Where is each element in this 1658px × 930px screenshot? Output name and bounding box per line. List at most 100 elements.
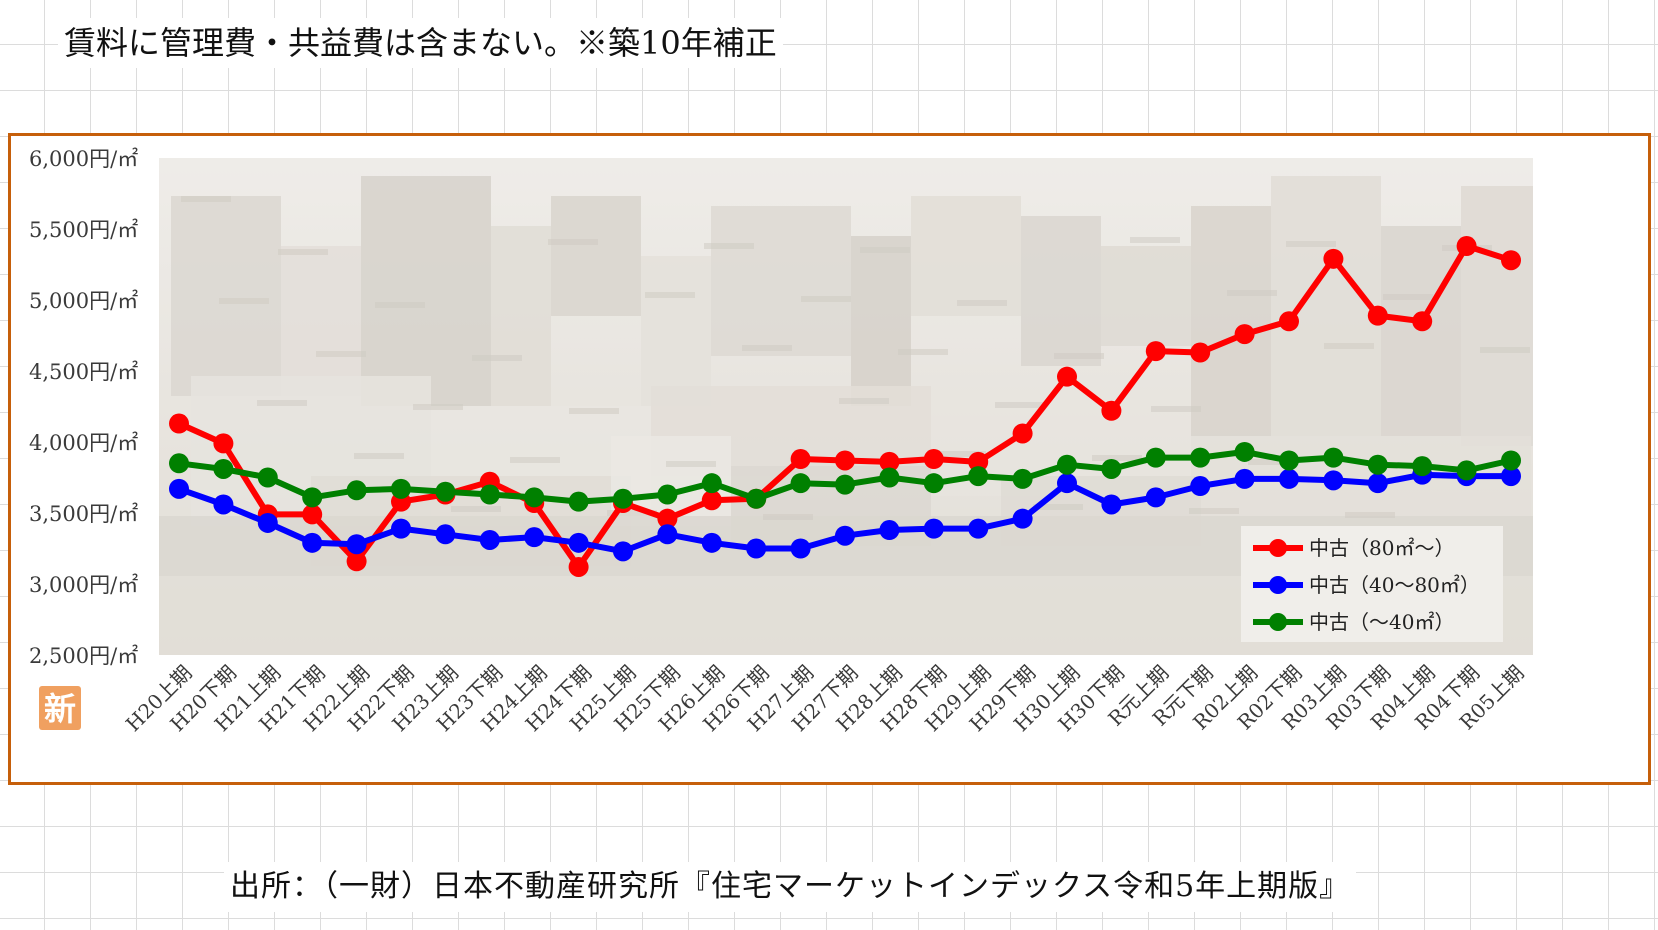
series-3 [169,441,1521,512]
data-point [1101,494,1122,515]
data-point [1190,342,1211,363]
data-point [1367,473,1388,494]
photo-window-row [1286,241,1336,247]
photo-building [851,236,911,406]
photo-window-row [413,404,463,410]
data-point [790,449,811,470]
photo-window-row [1054,353,1104,359]
data-point [479,484,500,505]
photo-window-row [1383,294,1433,300]
data-point [1012,468,1033,489]
data-point [1323,248,1344,269]
data-point [1234,468,1255,489]
data-point [524,527,545,548]
data-point [1501,450,1521,471]
legend-label: 中古（40～80㎡） [1309,573,1480,597]
rent-line-chart: 6,000円/㎡ 5,500円/㎡ 5,000円/㎡ 4,500円/㎡ 4,000円/㎡… [29,147,1533,736]
data-point [346,480,367,501]
data-point [213,433,234,454]
data-point [701,490,722,511]
data-point [657,484,678,505]
y-tick-label: 4,000円/㎡ [29,431,138,455]
photo-window-row [316,351,366,357]
photo-window-row [1130,237,1180,243]
data-point [1279,468,1299,489]
data-point [213,494,234,515]
photo-window-row [742,345,792,351]
photo-window-row [666,461,716,467]
data-point [1057,454,1077,475]
photo-window-row [995,402,1045,408]
photo-building [1101,246,1191,346]
photo-window-row [860,247,910,253]
data-point [391,478,411,499]
data-point [1412,311,1433,332]
legend-marker [1269,576,1287,594]
data-point [479,529,500,550]
data-point [746,488,767,509]
data-point [1012,508,1033,529]
legend: 中古（80㎡～） 中古（40～80㎡） 中古（～40㎡） [1241,526,1503,642]
data-point [257,467,278,488]
data-point [213,458,234,479]
photo-window-row [1345,512,1395,518]
data-point [1234,441,1255,462]
y-tick-label: 5,500円/㎡ [29,218,138,242]
data-point [1057,366,1077,387]
photo-window-row [1480,347,1530,353]
data-point [1190,476,1211,497]
data-point [1456,236,1477,257]
data-point [923,449,944,470]
photo-window-row [839,398,889,404]
data-point [1367,454,1388,475]
data-point [169,413,189,434]
new-badge-label: 新 [44,690,76,728]
photo-window-row [1151,406,1201,412]
new-badge: 新 [39,686,81,730]
photo-building [1461,186,1533,446]
data-point [1323,470,1344,491]
data-point [1501,466,1521,487]
data-point [1190,447,1211,468]
chart-container[interactable]: 6,000円/㎡ 5,500円/㎡ 5,000円/㎡ 4,500円/㎡ 4,000円/㎡… [8,133,1651,785]
data-point [1367,305,1388,326]
photo-building [641,256,711,406]
photo-window-row [1033,504,1083,510]
y-tick-label: 5,000円/㎡ [29,289,138,313]
photo-window-row [375,302,425,308]
data-point [746,538,767,559]
photo-window-row [181,196,231,202]
data-point [835,450,855,471]
data-point [613,541,633,562]
data-point [1145,447,1166,468]
y-axis: 6,000円/㎡ 5,500円/㎡ 5,000円/㎡ 4,500円/㎡ 4,000円/㎡… [29,147,138,668]
data-point [1012,423,1033,444]
data-point [701,473,722,494]
data-point [968,451,989,472]
y-tick-label: 3,500円/㎡ [29,502,138,526]
photo-window-row [1248,459,1298,465]
photo-window-row [763,514,813,520]
data-point [835,474,855,495]
photo-window-row [569,408,619,414]
series-layer [169,236,1521,577]
photo-window-row [1324,343,1374,349]
legend-marker [1269,613,1287,631]
photo-window-row [1227,290,1277,296]
photo-building [1021,216,1101,366]
photo-building [361,176,491,406]
data-point [790,473,811,494]
data-point [568,532,589,553]
y-tick-label: 4,500円/㎡ [29,360,138,384]
photo-window-row [607,510,657,516]
data-point [968,466,989,487]
data-point [524,487,545,508]
data-point [302,487,323,508]
data-point [1412,456,1433,477]
photo-window-row [548,239,598,245]
rent-note: 賃料に管理費・共益費は含まない。※築10年補正 [58,18,783,68]
photo-window-row [645,292,695,298]
photo-window-row [704,243,754,249]
photo-building [1191,206,1271,436]
data-point [657,508,678,529]
